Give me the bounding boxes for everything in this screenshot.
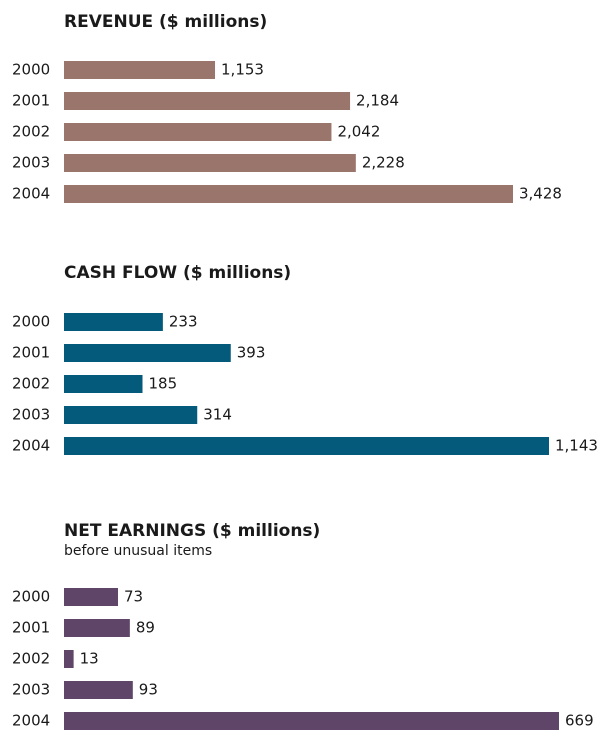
chart-title: CASH FLOW ($ millions) (64, 263, 291, 283)
value-label: 185 (148, 375, 177, 393)
value-label: 2,228 (362, 154, 405, 172)
value-label: 2,042 (337, 123, 380, 141)
category-label: 2000 (12, 61, 50, 79)
category-label: 2004 (12, 437, 50, 455)
value-label: 2,184 (356, 92, 399, 110)
bar (64, 344, 231, 362)
category-label: 2003 (12, 681, 50, 699)
category-label: 2004 (12, 185, 50, 203)
category-label: 2002 (12, 375, 50, 393)
category-label: 2002 (12, 123, 50, 141)
chart-title: REVENUE ($ millions) (64, 12, 267, 32)
bar (64, 185, 513, 203)
chart-subtitle: before unusual items (64, 543, 212, 559)
value-label: 1,153 (221, 61, 264, 79)
category-label: 2000 (12, 588, 50, 606)
bar (64, 437, 549, 455)
value-label: 233 (169, 313, 198, 331)
value-label: 89 (136, 619, 155, 637)
bar (64, 406, 198, 424)
value-label: 73 (124, 588, 143, 606)
value-label: 669 (565, 712, 594, 730)
bar (64, 619, 130, 637)
value-label: 314 (203, 406, 232, 424)
bar (64, 375, 143, 393)
category-label: 2003 (12, 406, 50, 424)
bar (64, 712, 559, 730)
value-label: 393 (237, 344, 266, 362)
bar (64, 588, 119, 606)
category-label: 2004 (12, 712, 50, 730)
bar (64, 650, 74, 668)
bar (64, 123, 332, 141)
value-label: 93 (139, 681, 158, 699)
category-label: 2002 (12, 650, 50, 668)
category-label: 2001 (12, 619, 50, 637)
bar (64, 92, 351, 110)
bar (64, 313, 163, 331)
value-label: 1,143 (555, 437, 598, 455)
category-label: 2003 (12, 154, 50, 172)
bar (64, 681, 133, 699)
value-label: 3,428 (519, 185, 562, 203)
chart-title: NET EARNINGS ($ millions) (64, 521, 320, 541)
category-label: 2001 (12, 344, 50, 362)
bar (64, 154, 356, 172)
category-label: 2001 (12, 92, 50, 110)
value-label: 13 (80, 650, 99, 668)
category-label: 2000 (12, 313, 50, 331)
bar (64, 61, 216, 79)
